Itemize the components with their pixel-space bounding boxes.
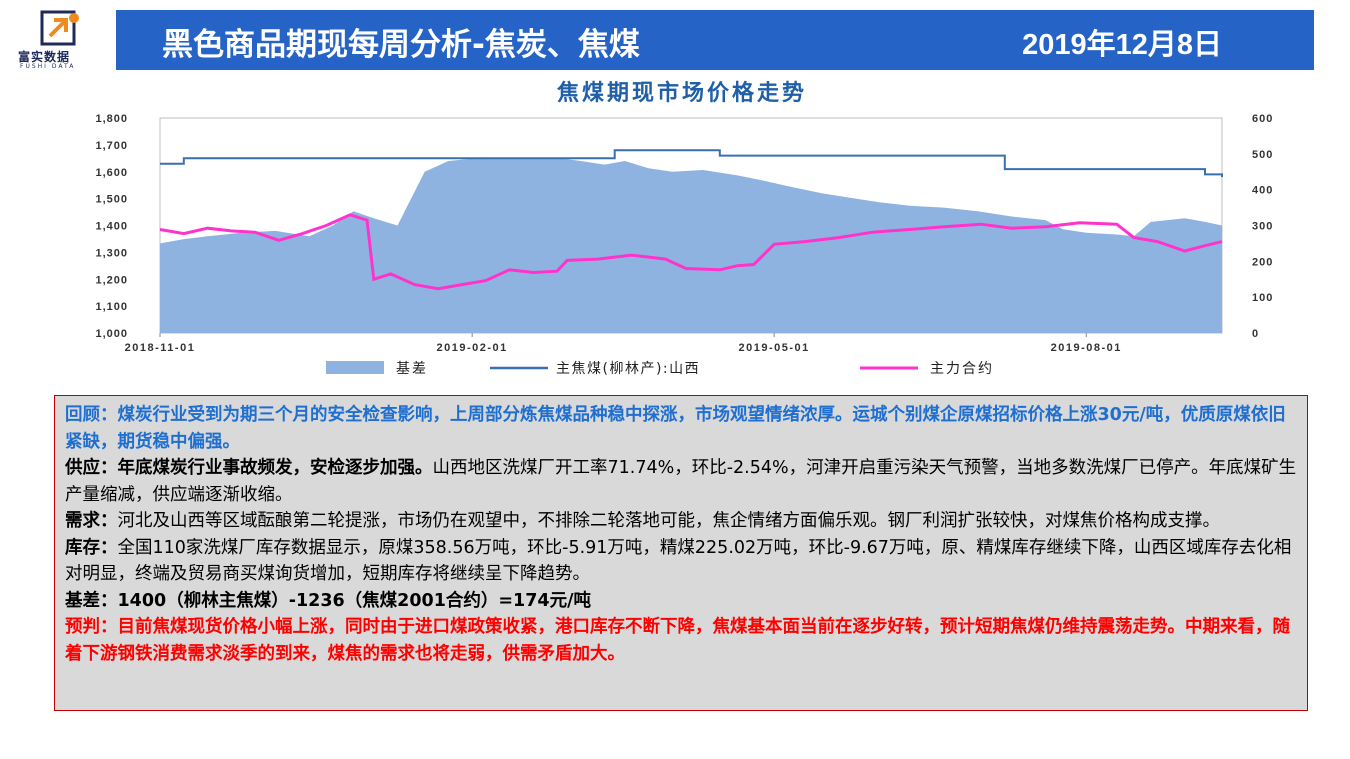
inventory-label: 库存：	[65, 537, 118, 558]
futures-price-line	[159, 213, 1223, 291]
review-paragraph: 回顾：煤炭行业受到为期三个月的安全检查影响，上周部分炼焦煤品种稳中探涨，市场观望…	[65, 405, 1286, 452]
supply-label: 供应：	[65, 458, 118, 478]
y-left-tick-label: 1,400	[95, 221, 128, 233]
legend-spot-label: 主焦煤(柳林产):山西	[556, 360, 700, 377]
basis-paragraph: 基差：1400（柳林主焦煤）-1236（焦煤2001合约）=174元/吨	[65, 590, 591, 611]
inventory-paragraph: 库存：全国110家洗煤厂库存数据显示，原煤358.56万吨，环比-5.91万吨，…	[65, 535, 1297, 588]
supply-highlight: 年底煤炭行业事故频发，安检逐步加强。	[117, 458, 433, 478]
report-date: 2019年12月8日	[1022, 29, 1222, 61]
title-bar: 黑色商品期现每周分析-焦炭、焦煤 2019年12月8日	[116, 10, 1314, 70]
y-right-tick-label: 200	[1252, 256, 1273, 268]
legend-futures-label: 主力合约	[930, 361, 994, 377]
y-right-tick-label: 500	[1252, 149, 1273, 161]
demand-label: 需求：	[65, 511, 118, 531]
y-right-tick-label: 400	[1252, 185, 1273, 197]
x-tick-label: 2019-02-01	[437, 342, 508, 354]
spot-price-line	[160, 149, 1223, 178]
logo-name-cn: 富实数据	[18, 50, 71, 64]
y-left-tick-label: 1,600	[95, 167, 128, 179]
demand-text: 河北及山西等区域酝酿第二轮提涨，市场仍在观望中，不排除二轮落地可能，焦企情绪方面…	[117, 511, 1221, 531]
coking-coal-price-chart: 焦煤期现市场价格走势 1,800 1,700 1,600 1,500 1,400 1,30…	[95, 80, 1273, 377]
forecast-paragraph: 预判：目前焦煤现货价格小幅上涨，同时由于进口煤政策收紧，港口库存不断下降，焦煤基…	[65, 617, 1290, 664]
y-left-tick-label: 1,500	[95, 194, 128, 206]
y-left-tick-label: 1,100	[95, 301, 128, 313]
y-right-tick-label: 0	[1252, 328, 1259, 340]
x-tick-label: 2019-08-01	[1051, 342, 1122, 354]
y-right-tick-label: 100	[1252, 292, 1273, 304]
page-title: 黑色商品期现每周分析-焦炭、焦煤	[162, 27, 640, 63]
legend-basis-label: 基差	[396, 360, 428, 377]
y-left-tick-label: 1,300	[95, 247, 128, 259]
y-left-tick-label: 1,200	[95, 274, 128, 286]
y-left-tick-label: 1,700	[95, 140, 128, 152]
chart-title: 焦煤期现市场价格走势	[556, 80, 807, 106]
supply-text: 山西地区洗煤厂开工率71.74%，环比-2.54%，河津开启重污染天气预警，当地…	[65, 458, 1297, 505]
inventory-text: 全国110家洗煤厂库存数据显示，原煤358.56万吨，环比-5.91万吨，精煤2…	[65, 537, 1292, 585]
supply-paragraph: 供应：年底煤炭行业事故频发，安检逐步加强。山西地区洗煤厂开工率71.74%，环比…	[65, 455, 1297, 508]
x-tick-label: 2019-05-01	[738, 342, 809, 354]
legend-basis-swatch	[326, 361, 384, 374]
basis-area	[160, 157, 1222, 333]
analysis-panel: 回顾：煤炭行业受到为期三个月的安全检查影响，上周部分炼焦煤品种稳中探涨，市场观望…	[54, 395, 1308, 711]
company-logo	[40, 10, 79, 46]
y-left-tick-label: 1,800	[95, 113, 128, 125]
x-tick-label: 2018-11-01	[125, 342, 196, 354]
y-right-tick-label: 600	[1252, 113, 1273, 125]
logo-name-en: FUSHI DATA	[20, 63, 76, 70]
y-right-tick-label: 300	[1252, 221, 1273, 233]
y-left-tick-label: 1,000	[95, 328, 128, 340]
demand-paragraph: 需求：河北及山西等区域酝酿第二轮提涨，市场仍在观望中，不排除二轮落地可能，焦企情…	[65, 508, 1297, 535]
